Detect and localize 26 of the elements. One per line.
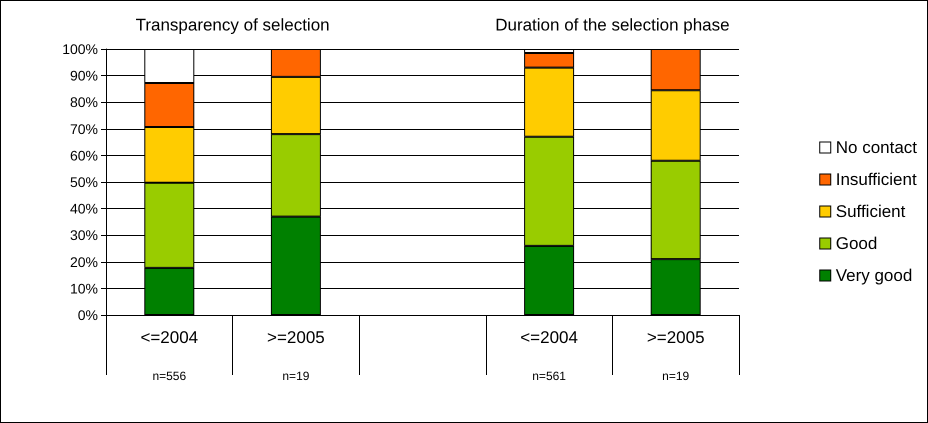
- y-tick-label: 90%: [70, 68, 98, 84]
- y-tick-label: 30%: [70, 227, 98, 244]
- y-tick-label: 70%: [70, 120, 98, 137]
- y-tick-label: 60%: [70, 147, 98, 164]
- text: Transparency of selection: [136, 16, 330, 34]
- text: n=19: [282, 369, 310, 383]
- text: n=556: [152, 369, 186, 383]
- y-tick-label: 10%: [70, 280, 98, 296]
- y-tick-label: 80%: [70, 94, 98, 110]
- y-tick-label: 40%: [70, 200, 98, 217]
- y-tick-label: 20%: [70, 254, 98, 270]
- legend-label: Insufficient: [836, 170, 917, 189]
- x-tick-label: <=2004: [520, 328, 578, 347]
- legend-label: Very good: [836, 266, 912, 285]
- y-tick-label: 50%: [70, 174, 98, 190]
- legend-label: No contact: [836, 138, 918, 157]
- legend-label: Good: [836, 234, 878, 253]
- x-tick-label: >=2005: [267, 328, 325, 347]
- text: n=19: [662, 369, 690, 383]
- text: n=561: [532, 369, 566, 383]
- text: Duration of the selection phase: [495, 16, 730, 34]
- y-tick-label: 100%: [62, 41, 98, 57]
- legend-label: Sufficient: [836, 202, 906, 221]
- x-tick-label: <=2004: [140, 328, 198, 347]
- x-tick-label: >=2005: [646, 328, 705, 347]
- y-tick-label: 0%: [78, 307, 98, 323]
